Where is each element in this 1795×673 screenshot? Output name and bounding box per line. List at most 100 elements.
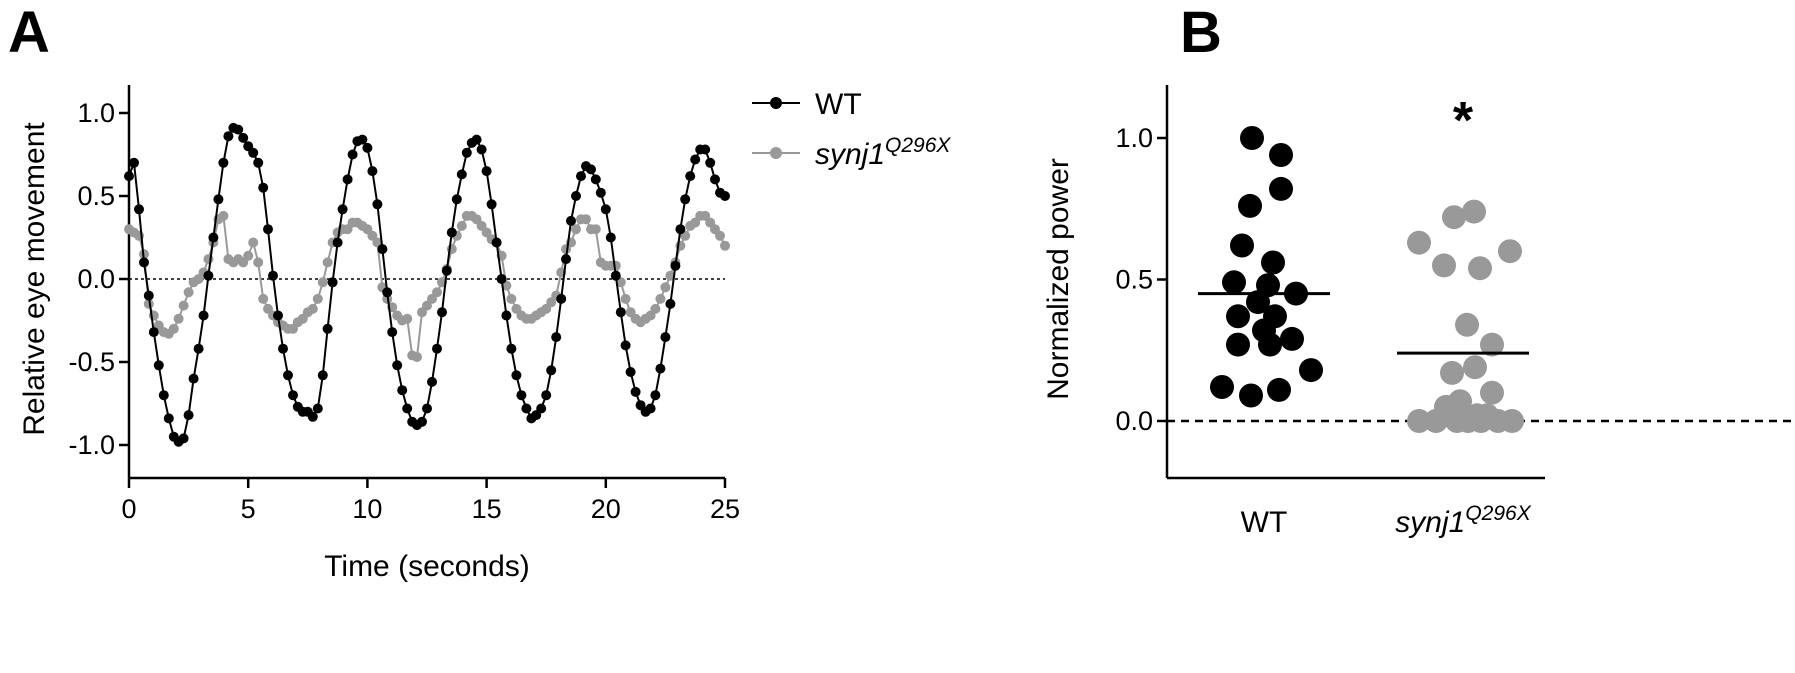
data-point-mutant xyxy=(312,293,323,304)
data-point-wt xyxy=(417,416,427,427)
data-point-wt xyxy=(322,323,333,334)
data-point-wt xyxy=(1269,176,1293,201)
data-point-wt xyxy=(471,134,482,145)
data-point-wt xyxy=(456,169,467,180)
data-point-wt xyxy=(571,191,581,201)
data-point-wt xyxy=(1226,304,1250,329)
data-point-wt xyxy=(586,164,596,175)
data-point-wt xyxy=(551,332,562,343)
data-point-wt xyxy=(1238,193,1262,218)
data-point-mutant xyxy=(456,220,467,231)
data-point-wt xyxy=(1267,377,1291,402)
data-point-wt xyxy=(605,232,616,243)
panel-a-y-tick-label: 1.0 xyxy=(77,98,115,128)
data-point-mutant xyxy=(1468,256,1492,281)
data-point-wt xyxy=(451,194,462,205)
panel-b-y-axis-title: Normalized power xyxy=(1042,158,1075,400)
panel-a-x-tick-label: 5 xyxy=(241,494,256,524)
data-point-mutant xyxy=(1480,380,1504,405)
data-point-wt xyxy=(486,199,497,210)
data-point-wt xyxy=(437,307,447,318)
data-point-wt xyxy=(332,237,343,248)
data-point-wt xyxy=(506,343,517,354)
data-point-wt xyxy=(139,257,149,268)
data-point-mutant xyxy=(1480,332,1504,357)
data-point-wt xyxy=(392,360,403,371)
data-point-wt xyxy=(491,237,502,248)
legend-marker-mutant xyxy=(770,147,782,159)
data-point-wt xyxy=(124,171,134,182)
data-point-mutant xyxy=(243,250,254,261)
data-point-wt xyxy=(441,265,452,276)
panel-b-chart: 1.00.50.0 WT synj1Q296X Normalized power … xyxy=(1042,85,1792,539)
data-point-wt xyxy=(1210,375,1234,399)
data-point-mutant xyxy=(143,298,154,309)
panel-b-points xyxy=(1210,126,1524,433)
data-point-wt xyxy=(481,166,492,177)
data-point-wt xyxy=(496,274,507,284)
data-point-wt xyxy=(208,232,219,243)
panel-b-letter: B xyxy=(1180,0,1222,65)
data-point-wt xyxy=(685,171,696,182)
data-point-mutant xyxy=(173,313,184,324)
data-point-wt xyxy=(198,310,209,321)
data-point-wt xyxy=(665,298,676,309)
panel-a-legend: WT synj1Q296X xyxy=(752,88,951,171)
data-point-wt xyxy=(645,403,656,414)
panel-a-x-tick-label: 20 xyxy=(591,494,621,524)
data-point-mutant xyxy=(1462,199,1486,224)
data-point-wt xyxy=(233,124,244,135)
data-point-wt xyxy=(183,410,194,421)
data-point-wt xyxy=(134,204,144,215)
data-point-wt xyxy=(521,403,532,414)
panel-a-y-tick-label: -1.0 xyxy=(68,430,115,460)
data-point-mutant xyxy=(620,293,631,304)
data-point-wt xyxy=(263,224,273,235)
data-point-wt xyxy=(273,310,283,321)
panel-b-means xyxy=(1198,292,1529,355)
data-point-wt xyxy=(561,254,571,265)
data-point-mutant xyxy=(1498,239,1522,264)
data-point-wt xyxy=(675,224,686,235)
data-point-wt xyxy=(446,227,457,238)
data-point-wt xyxy=(288,390,298,401)
data-point-wt xyxy=(1226,332,1250,357)
panel-a-x-ticks: 0 5 10 15 20 25 xyxy=(121,478,740,524)
data-point-mutant xyxy=(218,210,229,221)
data-point-wt xyxy=(342,174,353,185)
data-point-wt xyxy=(347,149,358,160)
data-point-wt xyxy=(541,390,552,401)
data-point-wt xyxy=(397,385,408,396)
legend-label-wt: WT xyxy=(815,88,862,121)
data-point-wt xyxy=(1280,326,1304,351)
panel-a-x-tick-label: 25 xyxy=(710,494,740,524)
data-point-wt xyxy=(1230,233,1254,258)
data-point-mutant xyxy=(581,214,591,225)
legend-marker-wt xyxy=(770,97,782,109)
data-point-wt xyxy=(367,166,378,177)
panel-b-category-label: WT xyxy=(1241,506,1288,539)
data-point-wt xyxy=(705,157,716,168)
data-point-wt xyxy=(650,390,661,401)
data-point-wt xyxy=(327,277,338,288)
data-point-mutant xyxy=(650,303,661,314)
data-point-wt xyxy=(248,147,259,158)
data-point-wt xyxy=(536,403,547,414)
panel-a-y-tick-label: 0.5 xyxy=(77,181,115,211)
data-point-mutant xyxy=(307,303,318,314)
data-point-mutant xyxy=(258,293,269,304)
panel-b-y-ticks: 1.0 0.5 0.0 xyxy=(1115,123,1167,436)
data-point-mutant xyxy=(183,287,194,298)
data-point-wt xyxy=(516,390,527,401)
data-point-mutant xyxy=(1500,409,1524,433)
data-point-wt xyxy=(238,132,249,143)
data-point-wt xyxy=(1239,383,1263,408)
data-point-mutant xyxy=(178,300,189,311)
data-point-mutant xyxy=(402,313,413,324)
data-point-wt xyxy=(307,411,318,422)
panel-a-y-axis-title: Relative eye movement xyxy=(18,122,51,436)
data-point-wt xyxy=(268,270,278,281)
data-point-wt xyxy=(427,376,437,387)
data-point-wt xyxy=(680,194,691,205)
data-point-wt xyxy=(372,199,383,210)
